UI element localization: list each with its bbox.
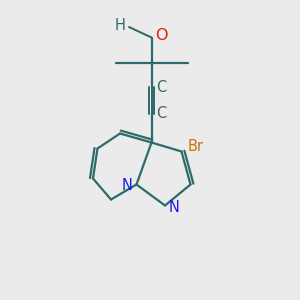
Text: H: H — [115, 18, 126, 33]
Text: N: N — [169, 200, 179, 214]
Text: O: O — [155, 28, 168, 44]
Text: Br: Br — [188, 140, 204, 154]
Text: N: N — [122, 178, 133, 194]
Text: C: C — [156, 80, 166, 94]
Text: C: C — [156, 106, 166, 122]
